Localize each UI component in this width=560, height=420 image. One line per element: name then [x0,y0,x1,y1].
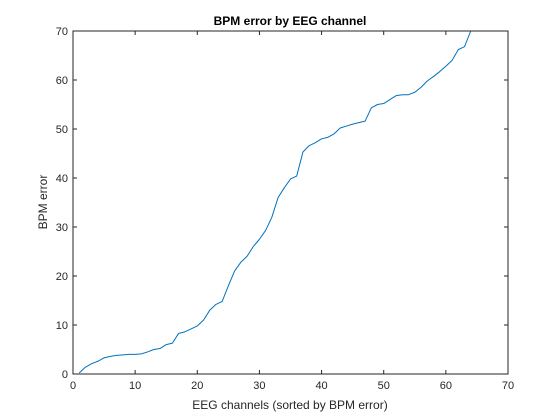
x-axis-title: EEG channels (sorted by BPM error) [192,398,387,412]
y-tick-label: 40 [56,173,68,185]
y-tick-label: 10 [56,320,68,332]
x-tick-label: 40 [315,380,327,392]
plot-area [73,31,508,374]
y-tick-label: 60 [56,75,68,87]
y-tick-label: 20 [56,271,68,283]
y-tick-label: 30 [56,222,68,234]
y-axis-title: BPM error [36,175,50,230]
x-tick-label: 10 [129,380,141,392]
y-tick-label: 50 [56,124,68,136]
x-tick-label: 50 [378,380,390,392]
axes-box [72,30,509,375]
y-tick-label: 70 [56,26,68,38]
x-tick-label: 30 [253,380,265,392]
x-tick-label: 60 [440,380,452,392]
series-line [78,30,472,374]
chart-title: BPM error by EEG channel [214,14,367,28]
y-tick-label: 0 [62,369,68,381]
x-tick-label: 20 [191,380,203,392]
x-tick-label: 70 [502,380,514,392]
x-tick-label: 0 [70,380,76,392]
